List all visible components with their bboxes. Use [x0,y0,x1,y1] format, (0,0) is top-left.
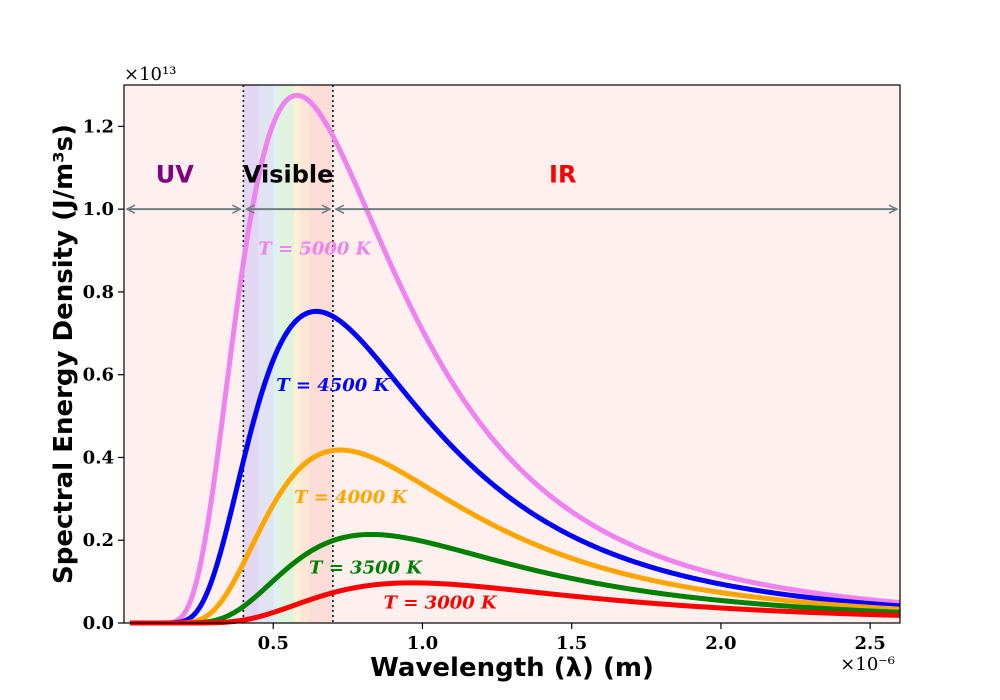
curve-labels: T = 5000 K T = 4500 K T = 4000 K T = 3500 K… [258,239,498,614]
y-tick-label: 0.8 [83,282,114,303]
y-tick-label: 0.4 [83,447,114,468]
curve-label-5000k: T = 5000 K [258,239,372,260]
region-label-ir: IR [549,160,576,188]
curve-label-4000k: T = 4000 K [294,487,408,508]
x-tick-label: 1.5 [556,633,587,654]
curve-4500k [129,308,901,626]
curve-label-3500k: T = 3500 K [309,557,423,578]
y-axis-title: Spectral Energy Density (J/m³s) [49,124,79,584]
x-tick-label: 2.0 [705,633,736,654]
y-axis-ticks: 0.0 0.2 0.4 0.6 0.8 1.0 1.2 [83,116,124,634]
visible-band-4 [294,85,301,623]
region-label-uv: UV [156,160,194,188]
y-tick-label: 0.2 [83,530,114,551]
x-tick-label: 1.0 [407,633,438,654]
y-tick-label: 0.0 [83,613,114,634]
region-label-visible: Visible [243,160,334,188]
y-scale-label: ×10¹³ [124,64,176,85]
curve-3000k [129,580,901,626]
plot-frame [123,84,901,624]
plot-area-fill [124,85,900,623]
visible-spectrum-bands [243,85,333,623]
curve-5000k [129,92,901,626]
y-tick-label: 1.0 [83,199,114,220]
y-tick-label: 0.6 [83,365,114,386]
visible-band-6 [309,85,333,623]
curve-3500k [129,531,901,626]
visible-band-0 [243,85,259,623]
curve-label-4500k: T = 4500 K [276,375,390,396]
curve-label-3000k: T = 3000 K [384,593,498,614]
x-axis-ticks: 0.5 1.0 1.5 2.0 2.5 [258,623,886,654]
curves [129,92,901,626]
visible-band-1 [258,85,274,623]
x-scale-label: ×10⁻⁶ [840,654,895,675]
plot-background [124,85,900,623]
curve-4000k [129,447,901,626]
y-tick-label: 1.2 [83,116,114,137]
region-labels: UV Visible IR [156,160,577,188]
x-tick-label: 2.5 [854,633,885,654]
x-axis-title: Wavelength (λ) (m) [370,653,654,683]
visible-band-5 [300,85,310,623]
x-tick-label: 0.5 [258,633,289,654]
